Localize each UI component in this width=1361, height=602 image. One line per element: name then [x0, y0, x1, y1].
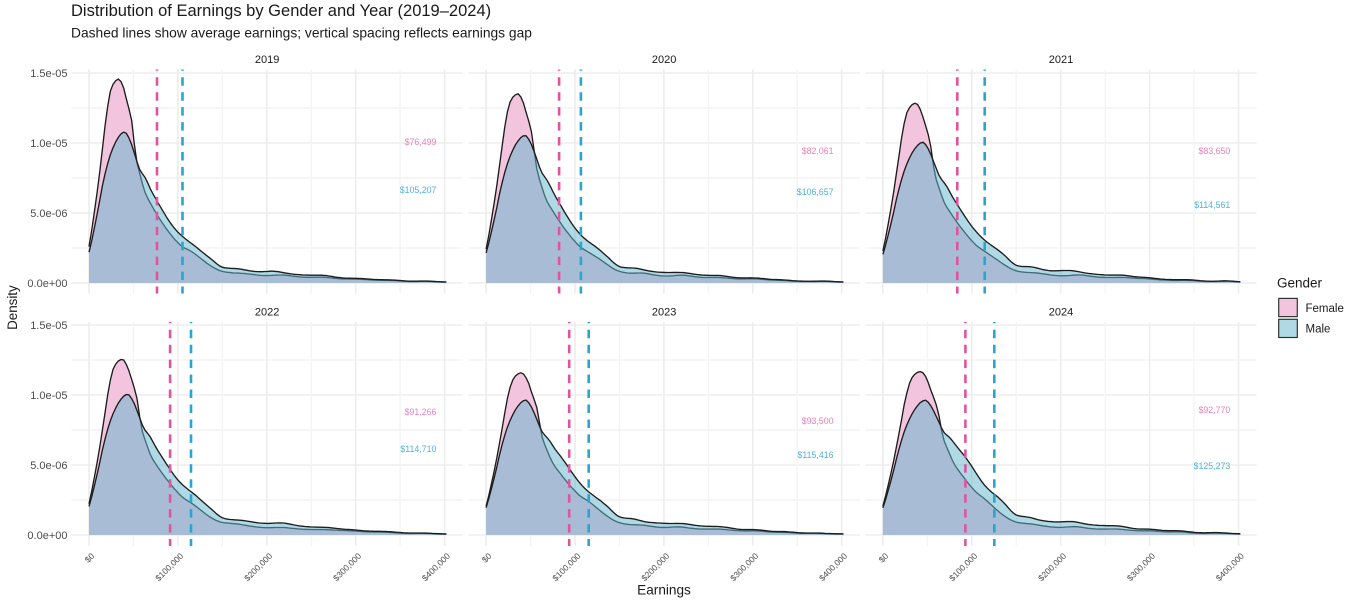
- svg-text:$105,207: $105,207: [400, 185, 437, 195]
- svg-text:1.5e-05: 1.5e-05: [30, 68, 67, 80]
- svg-text:1.0e-05: 1.0e-05: [30, 138, 67, 150]
- svg-text:$114,561: $114,561: [1194, 200, 1230, 210]
- svg-text:Dashed lines show average earn: Dashed lines show average earnings; vert…: [71, 26, 532, 41]
- svg-text:0.0e+00: 0.0e+00: [27, 278, 67, 290]
- svg-text:$115,416: $115,416: [797, 450, 833, 460]
- svg-text:$83,650: $83,650: [1198, 146, 1230, 156]
- svg-text:$92,770: $92,770: [1198, 405, 1230, 415]
- svg-text:2023: 2023: [652, 307, 676, 319]
- svg-text:5.0e-06: 5.0e-06: [30, 460, 67, 472]
- svg-text:1.0e-05: 1.0e-05: [30, 390, 67, 402]
- svg-text:Female: Female: [1306, 303, 1344, 315]
- svg-text:$106,657: $106,657: [797, 187, 834, 197]
- svg-text:$125,273: $125,273: [1194, 461, 1231, 471]
- svg-text:$76,499: $76,499: [405, 137, 437, 147]
- svg-text:Density: Density: [5, 285, 20, 330]
- svg-text:Distribution of Earnings by Ge: Distribution of Earnings by Gender and Y…: [71, 2, 491, 20]
- svg-text:2021: 2021: [1049, 54, 1073, 66]
- svg-text:$91,266: $91,266: [405, 407, 437, 417]
- svg-text:2020: 2020: [652, 54, 676, 66]
- svg-text:$93,500: $93,500: [802, 416, 834, 426]
- svg-text:2019: 2019: [255, 54, 279, 66]
- svg-text:0.0e+00: 0.0e+00: [27, 530, 67, 542]
- svg-text:$82,061: $82,061: [802, 146, 834, 156]
- svg-text:5.0e-06: 5.0e-06: [30, 208, 67, 220]
- svg-text:1.5e-05: 1.5e-05: [30, 320, 67, 332]
- svg-text:Gender: Gender: [1277, 276, 1323, 291]
- svg-text:Earnings: Earnings: [637, 583, 691, 598]
- svg-text:$114,710: $114,710: [400, 444, 436, 454]
- svg-text:Male: Male: [1306, 323, 1331, 335]
- svg-text:2022: 2022: [255, 307, 279, 319]
- svg-text:2024: 2024: [1049, 307, 1073, 319]
